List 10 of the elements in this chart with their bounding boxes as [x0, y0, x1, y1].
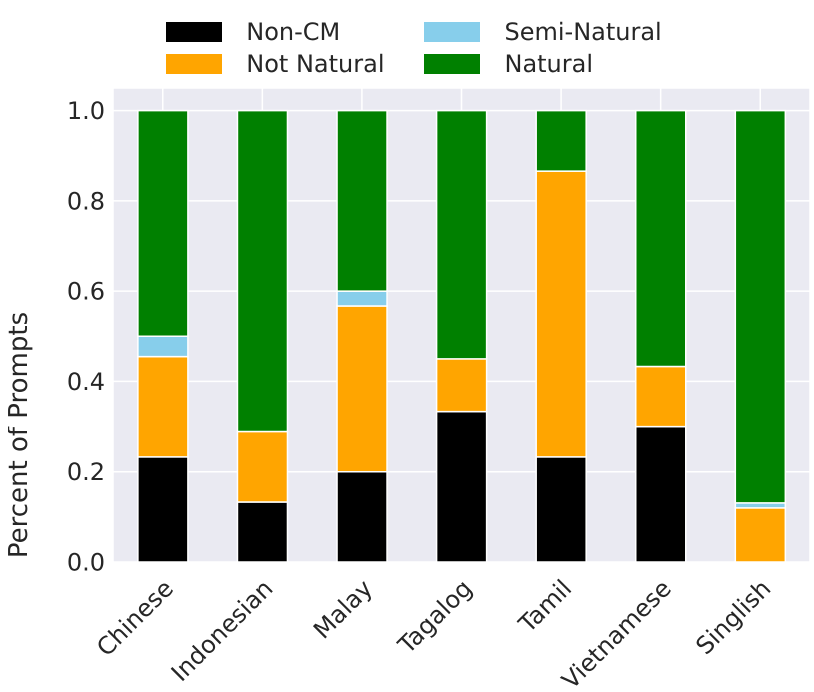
y-tick-label: 0.0 — [66, 548, 105, 577]
legend-label: Not Natural — [246, 50, 384, 78]
y-tick-label: 0.4 — [66, 368, 105, 396]
legend-label: Non-CM — [246, 18, 340, 46]
y-tick-label: 0.2 — [66, 458, 105, 486]
y-tick-label: 0.6 — [66, 278, 105, 306]
y-tick-label: 1.0 — [66, 97, 105, 126]
legend-label: Natural — [504, 50, 594, 78]
legend-label: Semi-Natural — [504, 18, 662, 46]
y-tick-label: 0.8 — [66, 187, 105, 216]
